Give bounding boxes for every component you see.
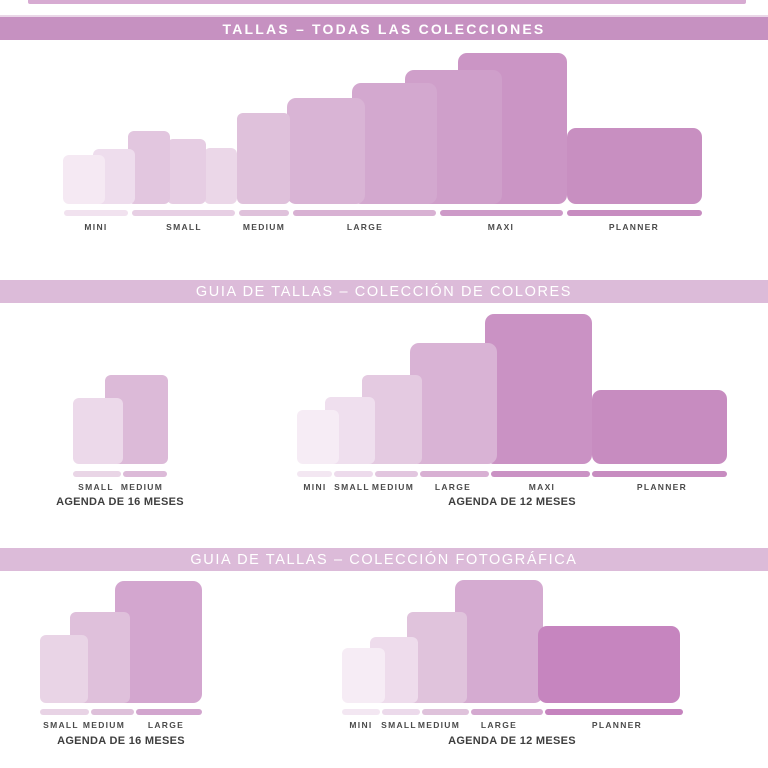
size-label-maxi: MAXI bbox=[528, 482, 556, 492]
size-label-planner: PLANNER bbox=[636, 482, 688, 492]
size-pill-maxi bbox=[440, 210, 563, 216]
size-pill-small bbox=[40, 709, 89, 715]
size-pill-large bbox=[471, 709, 543, 715]
size-label-small: SMALL bbox=[166, 222, 202, 232]
size-label-medium: MEDIUM bbox=[417, 720, 461, 730]
size-pill-planner bbox=[592, 471, 727, 477]
size-label-large: LARGE bbox=[434, 482, 472, 492]
size-pill-large bbox=[136, 709, 202, 715]
size-label-medium: MEDIUM bbox=[120, 482, 164, 492]
size-bar-small bbox=[167, 139, 206, 204]
section-band-coleccion-de-colores: GUIA DE TALLAS – COLECCIÓN DE COLORES bbox=[0, 280, 768, 303]
size-label-small: SMALL bbox=[334, 482, 370, 492]
section-band-title: GUIA DE TALLAS – COLECCIÓN DE COLORES bbox=[195, 283, 573, 300]
chart-caption: AGENDA DE 16 MESES bbox=[56, 496, 184, 508]
size-bar-large bbox=[410, 343, 497, 464]
size-pill-medium bbox=[123, 471, 167, 477]
size-label-small: SMALL bbox=[381, 720, 417, 730]
size-label-large: LARGE bbox=[147, 720, 185, 730]
section-band-title: GUIA DE TALLAS – COLECCIÓN FOTOGRÁFICA bbox=[190, 551, 578, 568]
size-bar-large bbox=[352, 83, 437, 204]
size-bar-large bbox=[287, 98, 365, 204]
section-band-coleccion-fotografica: GUIA DE TALLAS – COLECCIÓN FOTOGRÁFICA bbox=[0, 548, 768, 571]
size-label-large: LARGE bbox=[346, 222, 384, 232]
size-bar-small bbox=[40, 635, 88, 703]
size-label-maxi: MAXI bbox=[487, 222, 515, 232]
top-accent-strip bbox=[28, 0, 746, 4]
size-pill-small bbox=[132, 210, 235, 216]
size-pill-small bbox=[73, 471, 121, 477]
size-pill-small bbox=[382, 709, 420, 715]
size-pill-medium bbox=[91, 709, 134, 715]
size-label-mini: MINI bbox=[303, 482, 327, 492]
section-band-title: TALLAS – TODAS LAS COLECCIONES bbox=[222, 20, 546, 37]
size-bar-mini bbox=[342, 648, 385, 703]
size-label-small: SMALL bbox=[43, 720, 79, 730]
size-pill-planner bbox=[567, 210, 702, 216]
size-pill-medium bbox=[239, 210, 289, 216]
size-pill-mini bbox=[342, 709, 380, 715]
size-bar-small bbox=[73, 398, 123, 464]
size-pill-medium bbox=[375, 471, 418, 477]
size-pill-maxi bbox=[491, 471, 590, 477]
size-pill-mini bbox=[64, 210, 128, 216]
size-pill-small bbox=[334, 471, 373, 477]
size-label-small: SMALL bbox=[78, 482, 114, 492]
size-label-medium: MEDIUM bbox=[242, 222, 286, 232]
size-bar-planner bbox=[538, 626, 680, 703]
size-label-medium: MEDIUM bbox=[82, 720, 126, 730]
size-label-large: LARGE bbox=[480, 720, 518, 730]
size-label-mini: MINI bbox=[349, 720, 373, 730]
size-label-planner: PLANNER bbox=[608, 222, 660, 232]
size-pill-medium bbox=[422, 709, 469, 715]
chart-caption: AGENDA DE 16 MESES bbox=[57, 735, 185, 747]
size-bar-planner bbox=[592, 390, 727, 464]
chart-caption: AGENDA DE 12 MESES bbox=[448, 496, 576, 508]
size-bar-medium bbox=[237, 113, 290, 204]
size-label-mini: MINI bbox=[84, 222, 108, 232]
size-pill-large bbox=[293, 210, 436, 216]
size-pill-planner bbox=[545, 709, 683, 715]
size-label-medium: MEDIUM bbox=[371, 482, 415, 492]
section-band-all-collections: TALLAS – TODAS LAS COLECCIONES bbox=[0, 15, 768, 40]
size-bar-large bbox=[455, 580, 543, 703]
size-bar-mini bbox=[63, 155, 105, 204]
size-pill-large bbox=[420, 471, 489, 477]
size-bar-maxi bbox=[485, 314, 592, 464]
size-label-planner: PLANNER bbox=[591, 720, 643, 730]
size-pill-mini bbox=[297, 471, 332, 477]
size-bar-small bbox=[204, 148, 237, 204]
chart-caption: AGENDA DE 12 MESES bbox=[448, 735, 576, 747]
size-bar-planner bbox=[567, 128, 702, 204]
size-bar-small bbox=[128, 131, 170, 204]
size-bar-mini bbox=[297, 410, 339, 464]
